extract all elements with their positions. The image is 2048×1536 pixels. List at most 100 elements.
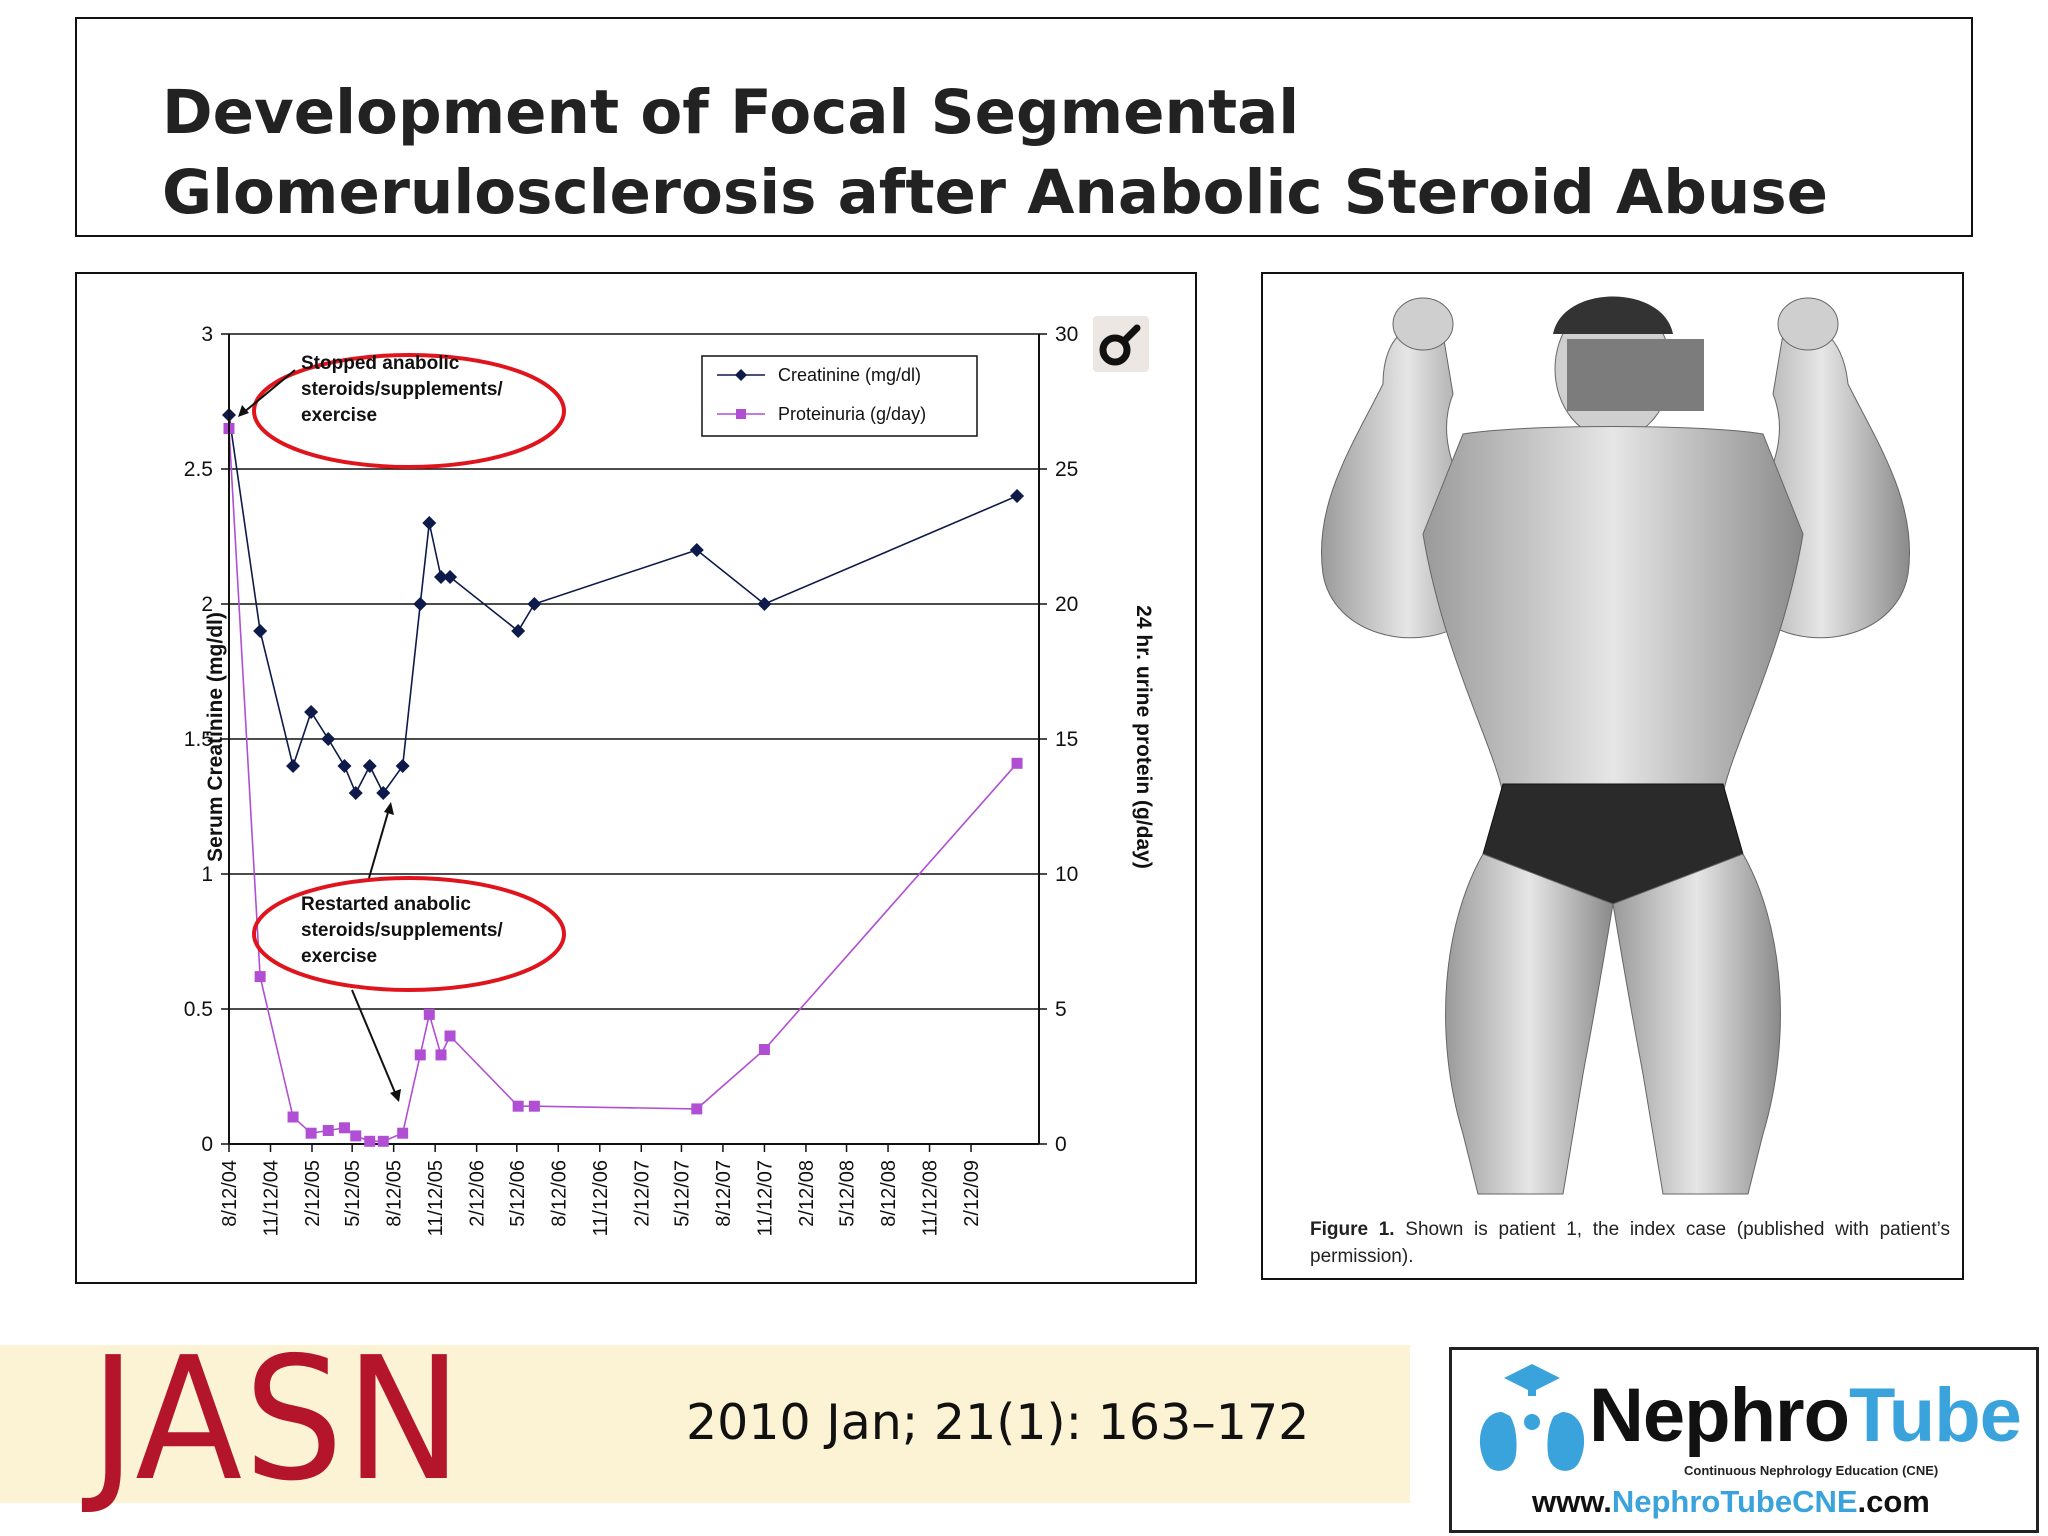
nephrotube-subtitle: Continuous Nephrology Education (CNE) bbox=[1684, 1463, 1939, 1478]
y-tick-label: 2.5 bbox=[184, 458, 213, 481]
figure-caption: Figure 1. Shown is patient 1, the index … bbox=[1310, 1216, 1950, 1270]
proteinuria-point bbox=[364, 1135, 376, 1147]
proteinuria-point bbox=[444, 1030, 456, 1042]
x-tick-label: 11/12/07 bbox=[754, 1160, 776, 1236]
proteinuria-point bbox=[691, 1103, 703, 1115]
chart-panel: 0 0.5 1 1.5 2 2.5 3 0 5 10 15 20 25 30 8/12/04 11/12/04… bbox=[75, 272, 1197, 1284]
title-box: Development of Focal Segmental Glomerulo… bbox=[75, 17, 1973, 237]
creatinine-point bbox=[286, 759, 301, 773]
x-tick-label: 11/12/08 bbox=[920, 1160, 942, 1236]
x-tick-label: 5/12/06 bbox=[507, 1160, 529, 1227]
citation: 2010 Jan; 21(1): 163–172 bbox=[686, 1394, 1310, 1451]
svg-text:Restarted anabolic ste: Restarted anabolic steroids/supplements/… bbox=[301, 894, 508, 967]
creatinine-point bbox=[757, 597, 772, 611]
y-tick-label: 1.5 bbox=[184, 728, 213, 751]
y2-tick-label: 0 bbox=[1055, 1133, 1067, 1156]
y2-tick-label: 30 bbox=[1055, 323, 1078, 346]
nephrotube-logo-box: NephroTube Continuous Nephrology Educati… bbox=[1449, 1347, 2039, 1533]
annotation-stopped: Stopped anabolic steroids/supplements/ e… bbox=[238, 353, 566, 469]
nephrotube-url[interactable]: www.NephroTubeCNE.com bbox=[1532, 1484, 1930, 1520]
creatinine-point bbox=[527, 597, 542, 611]
proteinuria-point bbox=[287, 1111, 299, 1123]
series-layer bbox=[222, 408, 1025, 1147]
figure-caption-label: Figure 1. bbox=[1310, 1219, 1395, 1240]
y-axis-label: Serum Creatinine (mg/dl) bbox=[204, 612, 227, 862]
annotation-stopped-line-3: exercise bbox=[301, 405, 377, 426]
x-tick-label: 11/12/06 bbox=[590, 1160, 612, 1236]
x-tick-label: 2/12/06 bbox=[467, 1160, 489, 1227]
x-tick-label: 2/12/09 bbox=[961, 1160, 983, 1227]
creatinine-point bbox=[434, 570, 449, 584]
proteinuria-point bbox=[397, 1127, 409, 1139]
creatinine-point bbox=[395, 759, 410, 773]
creatinine-point bbox=[321, 732, 336, 746]
creatinine-point bbox=[376, 786, 391, 800]
nephrotube-logo-icon bbox=[1479, 1364, 1585, 1471]
proteinuria-point bbox=[254, 971, 266, 983]
y-tick-label: 3 bbox=[201, 323, 213, 346]
x-tick-label: 5/12/07 bbox=[671, 1160, 693, 1227]
proteinuria-point bbox=[435, 1049, 447, 1061]
annotation-restarted-line-3: exercise bbox=[301, 946, 377, 967]
x-tick-label: 8/12/08 bbox=[878, 1160, 900, 1227]
proteinuria-point bbox=[377, 1135, 389, 1147]
y-tick-label: 1 bbox=[201, 863, 213, 886]
legend-diamond-marker bbox=[735, 369, 747, 381]
creatinine-point bbox=[337, 759, 352, 773]
nephrotube-name: NephroTube bbox=[1589, 1373, 2022, 1458]
x-tick-label: 5/12/05 bbox=[342, 1160, 364, 1227]
annotation-restarted: Restarted anabolic steroids/supplements/… bbox=[252, 802, 566, 1102]
highlight-ellipse-2 bbox=[252, 876, 566, 992]
annotation-stopped-line-1: Stopped anabolic bbox=[301, 353, 460, 374]
highlight-ellipse-1 bbox=[252, 353, 566, 469]
creatinine-point bbox=[348, 786, 363, 800]
proteinuria-point bbox=[1011, 757, 1023, 769]
proteinuria-point bbox=[423, 1008, 435, 1020]
nephrotube-name-b: Tube bbox=[1849, 1373, 2022, 1458]
nephrotube-url-c: CNE bbox=[1792, 1484, 1858, 1519]
y-tick-label: 0 bbox=[201, 1133, 213, 1156]
proteinuria-point bbox=[414, 1049, 426, 1061]
annotation-arrow-1 bbox=[242, 369, 296, 414]
proteinuria-point bbox=[512, 1100, 524, 1112]
figure-panel: Figure 1. Shown is patient 1, the index … bbox=[1261, 272, 1964, 1280]
proteinuria-point bbox=[528, 1100, 540, 1112]
svg-text:Stopped anabolic stero: Stopped anabolic steroids/supplements/ e… bbox=[301, 353, 508, 426]
legend-creatinine: Creatinine (mg/dl) bbox=[778, 365, 921, 385]
slide-title: Development of Focal Segmental Glomerulo… bbox=[162, 77, 1829, 228]
proteinuria-point bbox=[305, 1127, 317, 1139]
x-tick-label: 8/12/07 bbox=[713, 1160, 735, 1227]
x-tick-label: 11/12/05 bbox=[425, 1160, 447, 1236]
figure-caption-text: Shown is patient 1, the index case (publ… bbox=[1310, 1219, 1950, 1267]
x-tick-label: 8/12/05 bbox=[384, 1160, 406, 1227]
annotation-arrow-3 bbox=[351, 989, 397, 1096]
footer-band bbox=[0, 1345, 1410, 1503]
zoom-magnifier-icon[interactable] bbox=[1093, 316, 1149, 372]
y2-tick-label: 25 bbox=[1055, 458, 1078, 481]
x-tick-label: 11/12/04 bbox=[261, 1160, 283, 1236]
bodybuilder-photo bbox=[1321, 296, 1910, 1195]
series-line-proteinuria bbox=[228, 428, 1018, 1143]
y2-tick-label: 20 bbox=[1055, 593, 1078, 616]
creatinine-point bbox=[253, 624, 268, 638]
y-tick-label: 2 bbox=[201, 593, 213, 616]
creatinine-point bbox=[413, 597, 428, 611]
annotation-restarted-line-2: steroids/supplements/ bbox=[301, 920, 503, 941]
grid-layer bbox=[229, 333, 1039, 1145]
nephrotube-url-b: NephroTube bbox=[1611, 1484, 1793, 1519]
annotation-arrow-2 bbox=[368, 808, 390, 879]
y2-tick-label: 10 bbox=[1055, 863, 1078, 886]
chart-legend: Creatinine (mg/dl) Proteinuria (g/day) bbox=[701, 355, 978, 437]
x-tick-label: 8/12/04 bbox=[219, 1160, 241, 1227]
legend-square-marker bbox=[736, 409, 746, 419]
creatinine-point bbox=[511, 624, 526, 638]
creatinine-point bbox=[304, 705, 319, 719]
proteinuria-point bbox=[350, 1130, 362, 1142]
creatinine-point bbox=[1010, 489, 1025, 503]
x-tick-label: 2/12/08 bbox=[796, 1160, 818, 1227]
y2-tick-label: 15 bbox=[1055, 728, 1078, 751]
x-tick-label: 5/12/08 bbox=[837, 1160, 859, 1227]
x-tick-label: 2/12/07 bbox=[631, 1160, 653, 1227]
creatinine-point bbox=[362, 759, 377, 773]
